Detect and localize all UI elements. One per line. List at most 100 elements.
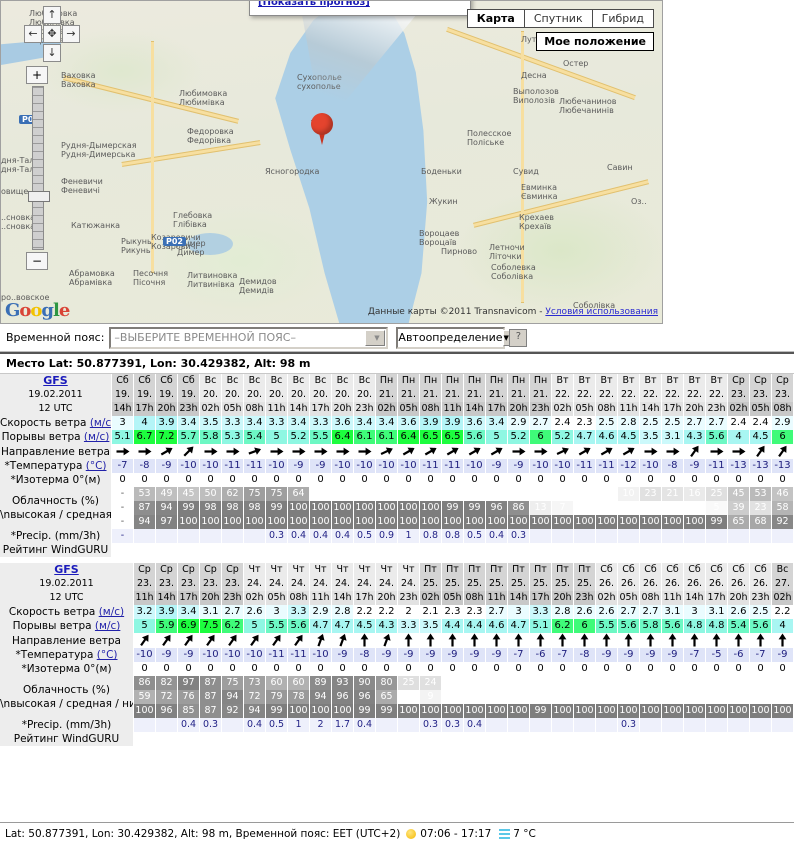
isotherm-cell: 0 (177, 473, 200, 487)
temperature-cell: -10 (397, 459, 420, 473)
temperature-cell: -6 (727, 648, 750, 662)
hour-cell: 14h (111, 402, 134, 416)
map-type-2[interactable]: Гибрид (591, 9, 654, 28)
pan-left-button[interactable]: ← (24, 25, 42, 43)
map-type-0[interactable]: Карта (466, 9, 525, 28)
date-cell: 21. (485, 388, 508, 402)
zoom-in-button[interactable]: + (26, 66, 48, 84)
map-type-1[interactable]: Спутник (523, 9, 593, 28)
day-cell: Сб (155, 374, 178, 388)
timezone-select[interactable]: –ВЫБЕРИТЕ ВРЕМЕННОЙ ПОЯС– ▼ (109, 326, 389, 349)
cloud-cell: 16 (683, 487, 706, 501)
rating-cell (595, 732, 618, 746)
isotherm-cell: 0 (111, 473, 134, 487)
date-cell: 19. (155, 388, 178, 402)
map-zoom-control[interactable]: + − (26, 66, 50, 271)
date-cell: 24. (309, 577, 332, 591)
chevron-down-icon[interactable]: ▼ (502, 329, 510, 346)
isotherm-cell: 0 (243, 473, 266, 487)
day-cell: Ср (727, 374, 750, 388)
my-position-button[interactable]: Мое положение (536, 32, 654, 51)
pan-up-button[interactable]: ↑ (43, 6, 61, 24)
zoom-slider-track[interactable] (28, 86, 50, 250)
isotherm-cell: 0 (639, 473, 662, 487)
gust-cell: 5.4 (727, 619, 750, 633)
cloud-cell: 50 (199, 487, 222, 501)
date-cell: 25. (441, 577, 464, 591)
gust-cell: 3.1 (661, 430, 684, 444)
hour-cell: 17h (705, 591, 728, 605)
zoom-slider-handle[interactable] (28, 191, 50, 202)
gust-cell: 5.2 (287, 430, 310, 444)
wind-speed-cell: 3.5 (199, 416, 222, 430)
cloud-cell (529, 487, 552, 501)
pan-down-button[interactable]: ↓ (43, 44, 61, 62)
hour-cell: 08h (243, 402, 266, 416)
cloud-cell: 100 (287, 704, 310, 718)
gust-cell: 5.2 (507, 430, 530, 444)
day-cell: Пн (441, 374, 464, 388)
map-terms-link[interactable]: Условия использования (545, 307, 658, 317)
map-label: Летночи Літочки (489, 243, 525, 261)
rating-cell (727, 543, 750, 557)
rating-cell (265, 732, 288, 746)
cloud-cell (331, 487, 354, 501)
precip-cell: 1 (287, 718, 310, 732)
status-sea-temp: 7 °C (513, 827, 536, 840)
help-button[interactable]: ? (509, 328, 528, 347)
timezone-auto-select[interactable]: Автоопределение ▼ (396, 326, 510, 349)
wind-speed-cell: 3.4 (353, 416, 376, 430)
date-cell: 20. (331, 388, 354, 402)
isotherm-cell: 0 (243, 662, 266, 676)
rating-cell (221, 543, 244, 557)
day-cell: Чт (243, 563, 266, 577)
cloud-cell (485, 487, 508, 501)
row-label-isotherm: *Изотерма 0°(м) (0, 473, 112, 487)
pan-right-button[interactable]: → (62, 25, 80, 43)
temperature-cell: -11 (419, 459, 442, 473)
map-label: ..сновка ..сновка (1, 213, 36, 231)
wind-direction-arrow-icon (419, 633, 442, 648)
map-label: Федоровка Федорівка (187, 127, 234, 145)
unit-link[interactable]: (°C) (96, 649, 118, 661)
temperature-cell: -11 (573, 459, 596, 473)
timezone-label: Временной пояс: (6, 331, 105, 344)
date-cell: 21. (375, 388, 398, 402)
unit-link[interactable]: (м/с) (94, 620, 121, 632)
map-marker[interactable] (311, 113, 333, 145)
isotherm-cell: 0 (265, 662, 288, 676)
zoom-out-button[interactable]: − (26, 252, 48, 270)
precip-cell (771, 529, 794, 543)
isotherm-cell: 0 (155, 473, 178, 487)
rating-cell (287, 732, 310, 746)
cloud-cell: 65 (375, 690, 398, 704)
wind-speed-cell: 2.7 (705, 416, 728, 430)
cloud-cell: 100 (177, 515, 200, 529)
pan-center-button[interactable]: ✥ (43, 25, 61, 43)
rating-cell (617, 543, 640, 557)
temperature-cell: -10 (177, 459, 200, 473)
cloud-cell: 100 (287, 515, 310, 529)
wind-direction-arrow-icon (551, 633, 574, 648)
cloud-cell: 98 (199, 501, 222, 515)
cloud-cell: 58 (771, 501, 794, 515)
date-cell: 24. (287, 577, 310, 591)
isotherm-cell: 0 (507, 473, 530, 487)
show-forecast-link[interactable]: [Показать прогноз] (258, 0, 370, 8)
gust-cell: 5.2 (551, 430, 574, 444)
rating-cell (639, 732, 662, 746)
map-type-switcher[interactable]: Карта Спутник Гибрид (466, 9, 654, 28)
unit-link[interactable]: (м/с) (83, 431, 110, 443)
unit-link[interactable]: (°C) (85, 460, 107, 472)
map-panel[interactable]: ЛюбимовкаЛюбимівкаВороновкаВороновкаВахо… (0, 0, 663, 324)
row-label-gusts: Порывы ветра (м/с) (0, 619, 134, 633)
row-label-cloud: Облачность (%)\nвысокая / средная / низк… (0, 487, 112, 529)
precip-cell: 0.4 (331, 529, 354, 543)
precip-cell: 0.4 (287, 529, 310, 543)
unit-link[interactable]: (м/с) (89, 417, 112, 429)
rating-cell (331, 543, 354, 557)
map-pan-control[interactable]: ↑ ← ✥ → ↓ (24, 6, 80, 62)
unit-link[interactable]: (м/с) (98, 606, 125, 618)
chevron-down-icon[interactable]: ▼ (365, 329, 386, 346)
isotherm-cell: 0 (331, 662, 354, 676)
